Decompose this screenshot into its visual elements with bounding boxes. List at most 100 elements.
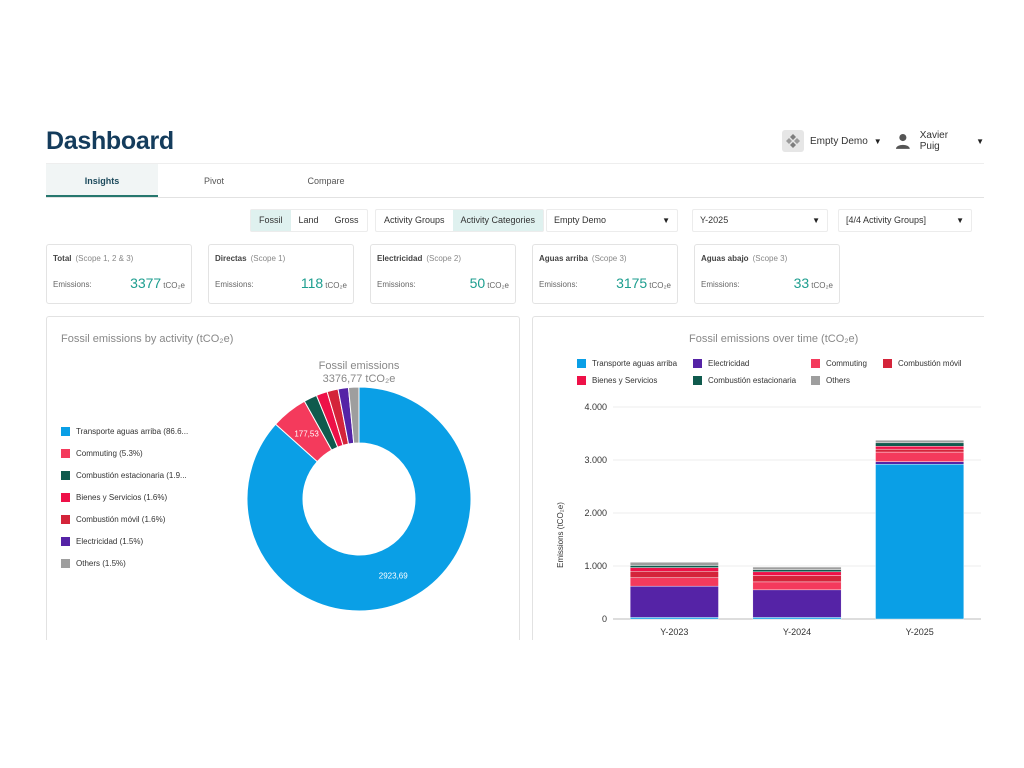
bar-segment[interactable] — [629, 565, 719, 568]
donut-slice[interactable] — [246, 386, 472, 612]
bar-segment[interactable] — [875, 448, 965, 453]
legend-item[interactable]: Transporte aguas arriba — [577, 359, 677, 368]
toggle-activity-groups[interactable]: Activity Groups — [384, 215, 445, 225]
kpi-card-aguas-arriba: Aguas arriba (Scope 3) Emissions: 3175 tCO… — [532, 244, 678, 304]
toggle-fossil[interactable]: Fossil — [251, 210, 291, 231]
kpi-name: Directas — [215, 254, 247, 263]
tab-compare[interactable]: Compare — [307, 176, 345, 186]
bar-segment[interactable] — [752, 581, 842, 591]
donut-subtitle: 3376,77 tCO₂e — [323, 373, 396, 385]
donut-chart: Fossil emissions 3376,77 tCO₂e 2923,69 17… — [246, 360, 472, 612]
kpi-name: Electricidad — [377, 254, 423, 263]
kpi-value: 118 — [300, 275, 324, 291]
user-icon — [895, 134, 910, 149]
legend-item[interactable]: Combustión móvil — [883, 359, 962, 368]
legend-swatch — [61, 493, 70, 502]
kpi-value: 33 — [793, 275, 810, 291]
legend-swatch — [693, 376, 702, 385]
kpi-value: 50 — [469, 275, 486, 291]
legend-item[interactable]: Combustión estacionaria — [693, 376, 796, 385]
kpi-card-aguas-abajo: Aguas abajo (Scope 3) Emissions: 33 tCO₂e — [694, 244, 840, 304]
bar-segment[interactable] — [752, 589, 842, 618]
legend-label: Electricidad (1.5%) — [76, 537, 144, 546]
legend-item[interactable]: Combustión estacionaria (1.9... — [61, 471, 187, 480]
legend-swatch — [811, 376, 820, 385]
bar-segment[interactable] — [629, 617, 719, 620]
legend-item[interactable]: Commuting (5.3%) — [61, 449, 143, 458]
bar-segment[interactable] — [629, 577, 719, 587]
toggle-activity-categories[interactable]: Activity Categories — [452, 210, 544, 231]
bar-segment[interactable] — [875, 464, 965, 620]
legend-item[interactable]: Commuting — [811, 359, 867, 368]
user-menu[interactable]: Xavier Puig ▼ — [894, 129, 984, 153]
legend-label: Others — [826, 376, 851, 385]
tab-insights[interactable]: Insights — [46, 164, 158, 197]
organization-picker[interactable]: Empty Demo ▼ — [782, 129, 882, 153]
chevron-down-icon: ▼ — [812, 216, 820, 225]
legend-item[interactable]: Transporte aguas arriba (86.6... — [61, 427, 188, 436]
emissions-over-time-panel: Fossil emissions over time (tCO₂e) Trans… — [532, 316, 984, 640]
bar-segment[interactable] — [629, 562, 719, 566]
chevron-down-icon: ▼ — [956, 216, 964, 225]
bar-segment[interactable] — [875, 451, 965, 462]
donut-slice[interactable] — [347, 386, 360, 444]
chevron-down-icon: ▼ — [976, 136, 984, 146]
bar-segment[interactable] — [752, 571, 842, 576]
kpi-label: Emissions: — [377, 280, 416, 289]
y-tick-label: 2.000 — [584, 508, 607, 518]
y-tick-label: 3.000 — [584, 455, 607, 465]
legend-item[interactable]: Bienes y Servicios — [577, 376, 657, 385]
legend-label: Bienes y Servicios — [592, 376, 658, 385]
legend-swatch — [61, 449, 70, 458]
organization-select[interactable]: Empty Demo ▼ — [546, 209, 678, 232]
grouping-toggle: Activity Groups Activity Categories — [375, 209, 545, 232]
legend-label: Transporte aguas arriba — [592, 359, 678, 368]
bar-segment[interactable] — [752, 617, 842, 620]
kpi-label: Emissions: — [539, 280, 578, 289]
toggle-land[interactable]: Land — [298, 215, 319, 225]
legend-label: Combustión estacionaria (1.9... — [76, 471, 187, 480]
legend-label: Combustión estacionaria — [708, 376, 797, 385]
legend-item[interactable]: Electricidad (1.5%) — [61, 537, 143, 546]
kpi-unit: tCO₂e — [325, 281, 347, 290]
legend-swatch — [883, 359, 892, 368]
legend-label: Transporte aguas arriba (86.6... — [76, 427, 189, 436]
kpi-label: Emissions: — [701, 280, 740, 289]
bar-segment[interactable] — [875, 446, 965, 450]
legend-item[interactable]: Others (1.5%) — [61, 559, 126, 568]
dashboard-app: Dashboard Empty Demo ▼ Xavier Puig ▼ Ins… — [46, 120, 984, 640]
bar-segment[interactable] — [629, 585, 719, 618]
bar-segment[interactable] — [875, 461, 965, 465]
bar-segment[interactable] — [629, 571, 719, 578]
bar-segment[interactable] — [752, 569, 842, 573]
tab-pivot[interactable]: Pivot — [203, 176, 224, 186]
legend-item[interactable]: Electricidad — [693, 359, 749, 368]
y-tick-label: 1.000 — [584, 561, 607, 571]
legend-label: Others (1.5%) — [76, 559, 126, 568]
bar-segment[interactable] — [875, 442, 965, 447]
kpi-card-total: Total (Scope 1, 2 & 3) Emissions: 3377 tCO… — [46, 244, 192, 304]
emission-type-toggle: Fossil Land Gross — [250, 209, 368, 232]
legend-item[interactable]: Bienes y Servicios (1.6%) — [61, 493, 167, 502]
bar-segment[interactable] — [752, 566, 842, 570]
bar-segment[interactable] — [875, 439, 965, 444]
bar-segment[interactable] — [629, 567, 719, 572]
legend-swatch — [61, 537, 70, 546]
legend-item[interactable]: Others — [811, 376, 850, 385]
bar-segment[interactable] — [752, 575, 842, 583]
activity-groups-select[interactable]: [4/4 Activity Groups] ▼ — [838, 209, 972, 232]
kpi-label: Emissions: — [215, 280, 254, 289]
period-select[interactable]: Y-2025 ▼ — [692, 209, 828, 232]
kpi-value: 3377 — [130, 275, 162, 291]
user-name: Xavier Puig — [919, 130, 949, 152]
kpi-card-electricidad: Electricidad (Scope 2) Emissions: 50 tCO₂e — [370, 244, 516, 304]
toggle-gross[interactable]: Gross — [334, 215, 359, 225]
legend-label: Commuting — [826, 359, 867, 368]
x-tick-label: Y-2024 — [783, 627, 811, 637]
legend-item[interactable]: Combustión móvil (1.6%) — [61, 515, 165, 524]
legend-label: Bienes y Servicios (1.6%) — [76, 493, 168, 502]
kpi-scope: (Scope 1, 2 & 3) — [75, 254, 134, 263]
kpi-label: Emissions: — [53, 280, 92, 289]
legend-swatch — [811, 359, 820, 368]
kpi-name: Aguas arriba — [539, 254, 588, 263]
